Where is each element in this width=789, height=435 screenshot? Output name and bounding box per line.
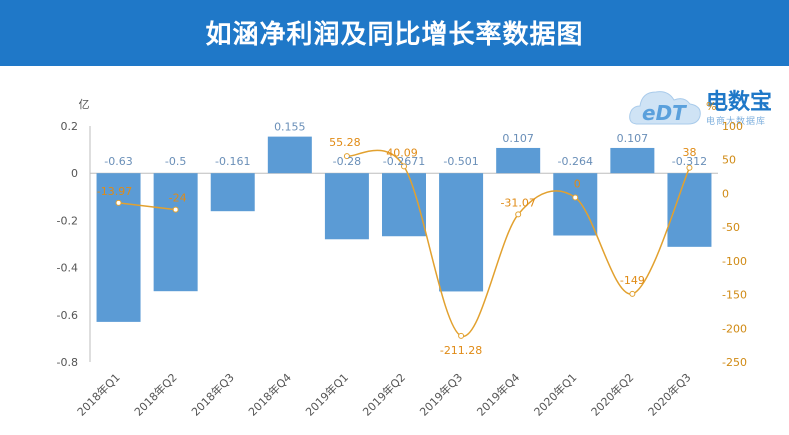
- bar: [439, 173, 484, 292]
- y-axis-unit: 亿: [79, 98, 90, 111]
- line-point: [515, 211, 522, 218]
- line-value-label: -13.97: [97, 185, 132, 198]
- y2-tick-label: -200: [722, 322, 747, 335]
- y2-tick-label: -100: [722, 255, 747, 268]
- line-point: [115, 199, 122, 206]
- logo-brand: 电数宝: [706, 90, 773, 115]
- bar-value-label: -0.312: [672, 155, 707, 168]
- line-point: [458, 332, 465, 339]
- bar-value-label: -0.5: [165, 155, 186, 168]
- x-tick-label: 2018年Q3: [188, 370, 237, 419]
- line-segment: [118, 202, 176, 211]
- bar-value-label: 0.155: [274, 121, 306, 134]
- y-tick-label: -0.8: [57, 356, 78, 369]
- line-series: [115, 149, 693, 339]
- line-value-label: -211.28: [440, 344, 482, 357]
- bar-value-label: 0.107: [617, 132, 649, 145]
- line-value-label: -31.07: [500, 196, 535, 209]
- bar: [267, 136, 312, 174]
- line-value-label: 55.28: [329, 136, 361, 149]
- y2-tick-label: 100: [722, 120, 743, 133]
- y2-axis-unit: %: [706, 100, 716, 113]
- bar-value-label: -0.2671: [383, 155, 425, 168]
- line-point: [172, 206, 179, 213]
- y2-tick-label: -50: [722, 221, 740, 234]
- brand-logo: eDT 电数宝 电商大数据库: [626, 78, 776, 134]
- bar: [496, 147, 541, 174]
- data-labels: -0.63 -0.5 -0.161 0.155 -0.28 -0.2671 -0.501 0.…: [97, 121, 707, 357]
- x-tick-label: 2020年Q3: [645, 370, 694, 419]
- bar: [96, 173, 141, 322]
- y-tick-label: -0.2: [57, 214, 78, 227]
- x-tick-label: 2019年Q1: [302, 370, 351, 419]
- x-tick-label: 2018年Q4: [245, 370, 294, 419]
- bar-value-label: -0.63: [104, 155, 132, 168]
- bar: [153, 173, 198, 292]
- x-tick-label: 2020年Q2: [588, 370, 637, 419]
- bar-value-label: -0.161: [215, 155, 250, 168]
- page-title: 如涵净利润及同比增长率数据图: [205, 20, 584, 50]
- y-tick-label: 0.2: [61, 120, 79, 133]
- bar: [553, 173, 598, 236]
- line-value-label: 38: [682, 146, 696, 159]
- logo-mark: eDT: [642, 101, 687, 125]
- x-tick-label: 2019年Q4: [474, 370, 523, 419]
- y-tick-label: 0: [71, 167, 78, 180]
- bar-value-label: 0.107: [502, 132, 534, 145]
- y2-tick-label: -150: [722, 289, 747, 302]
- x-tick-label: 2019年Q3: [417, 370, 466, 419]
- bar-series: [96, 136, 712, 322]
- bar: [610, 147, 655, 174]
- x-tick-label: 2019年Q2: [360, 370, 409, 419]
- line-point: [572, 194, 579, 201]
- line-value-label: -24: [169, 192, 187, 205]
- x-tick-label: 2020年Q1: [531, 370, 580, 419]
- y2-tick-label: -250: [722, 356, 747, 369]
- y2-tick-label: 0: [722, 187, 729, 200]
- line-value-label: 40.09: [386, 146, 418, 159]
- y-tick-label: -0.6: [57, 309, 78, 322]
- line-point: [686, 164, 693, 171]
- bar-value-label: -0.264: [558, 155, 593, 168]
- line-point: [401, 163, 407, 170]
- bar: [324, 173, 369, 240]
- y2-tick-label: 50: [722, 154, 736, 167]
- bar-value-label: -0.28: [333, 155, 361, 168]
- line-point: [343, 153, 350, 160]
- bar-value-label: -0.501: [443, 155, 478, 168]
- header-banner: 如涵净利润及同比增长率数据图: [0, 0, 789, 66]
- bar: [210, 173, 255, 212]
- bar: [382, 173, 426, 237]
- x-tick-label: 2018年Q2: [131, 370, 180, 419]
- x-tick-label: 2018年Q1: [74, 370, 123, 419]
- line-value-label: 0: [574, 177, 581, 190]
- cloud-logo-icon: eDT: [629, 91, 701, 125]
- line-value-label: -149: [620, 274, 645, 287]
- y-tick-label: -0.4: [57, 262, 78, 275]
- line-point: [629, 290, 636, 297]
- logo-tagline: 电商大数据库: [706, 117, 767, 127]
- chart-area: 0.2 0 -0.2 -0.4 -0.6 -0.8 亿 100 50 0 -50 -100 -150 -2…: [57, 98, 747, 419]
